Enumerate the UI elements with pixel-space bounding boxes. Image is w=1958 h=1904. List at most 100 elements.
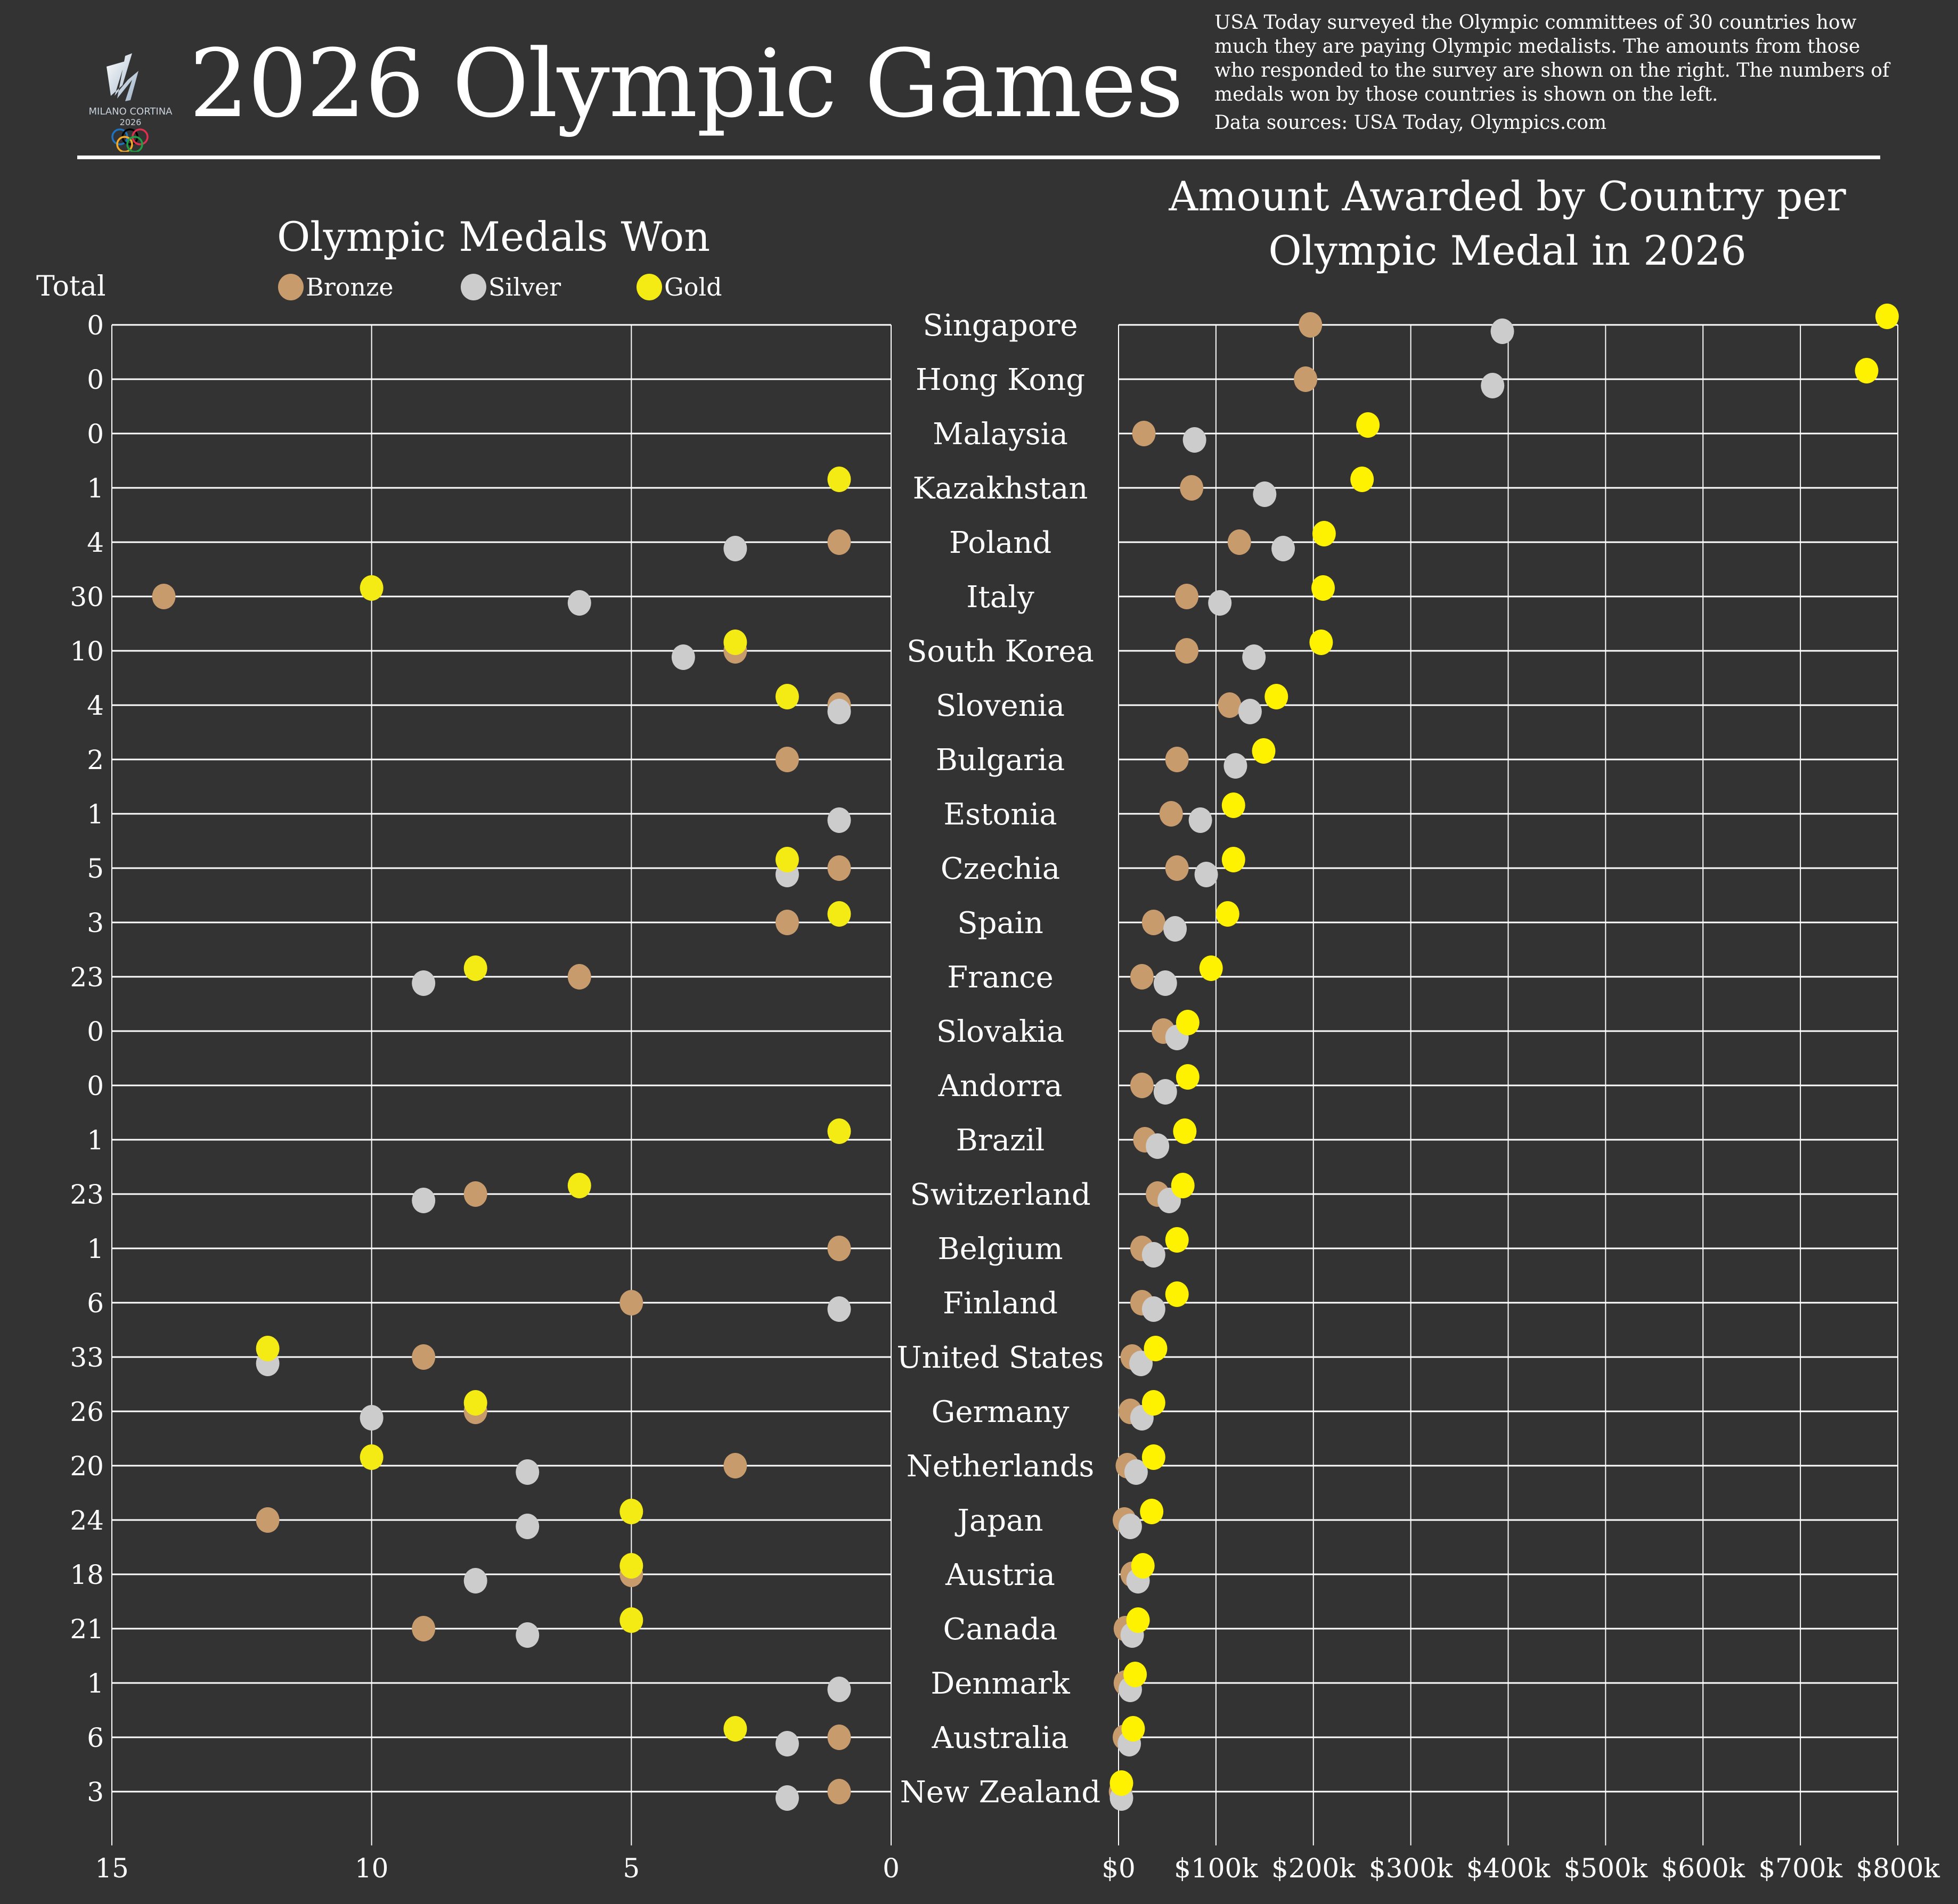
gold-award-dot [1264,684,1288,709]
svg-text:2026: 2026 [120,117,142,127]
gold-award-dot [1199,955,1223,981]
award-amount-chart: Singapore Hong Kong Malaysia Kazakhstan Pola… [896,304,1940,1884]
chart-description: USA Today surveyed the Olympic committee… [1214,11,1902,135]
total-medals-value: 23 [70,1179,104,1210]
bronze-award-dot [1130,1073,1154,1098]
total-medals-value: 4 [87,527,104,558]
gold-award-dot [1165,1281,1189,1307]
bronze-award-dot [1299,312,1323,338]
silver-award-dot [1253,481,1277,507]
silver-medal-dot [463,1568,487,1594]
gold-award-dot [1171,1173,1195,1198]
silver-award-dot [1118,1514,1142,1539]
bronze-award-dot [1165,855,1189,881]
bronze-medal-dot [827,529,851,555]
country-label: Germany [932,1395,1070,1429]
silver-medal-dot [516,1459,540,1485]
total-medals-value: 33 [70,1342,104,1373]
silver-medal-dot [567,590,591,616]
gold-medal-dot [360,1444,384,1470]
gold-award-dot [1350,467,1374,492]
gold-medal-dot [567,1173,591,1198]
silver-medal-dot [516,1622,540,1648]
gold-award-dot [1173,1118,1197,1144]
x-tick-label: $500k [1564,1853,1648,1884]
x-tick-label: $300k [1369,1853,1453,1884]
total-medals-value: 0 [87,310,104,341]
silver-medal-dot [723,536,747,561]
legend-label: Bronze [306,273,394,301]
country-label: Czechia [941,852,1060,886]
bronze-dot-icon [278,274,304,300]
silver-award-dot [1238,699,1262,724]
gold-medal-dot [463,1390,487,1416]
gold-award-dot [1875,304,1899,329]
country-label: Singapore [923,308,1078,343]
gold-award-dot [1312,521,1336,546]
legend-silver: Silver [461,273,561,301]
gold-medal-dot [827,901,851,927]
silver-medal-dot [775,1785,799,1811]
country-label: Austria [945,1558,1055,1592]
bronze-award-dot [1141,910,1165,935]
silver-medal-dot [827,807,851,833]
country-label: Denmark [931,1666,1070,1701]
total-medals-value: 0 [87,419,104,450]
legend-label: Gold [664,273,722,301]
country-label: United States [896,1341,1104,1375]
bronze-award-dot [1159,801,1183,827]
header-divider [77,156,1880,159]
silver-dot-icon [461,274,486,300]
gold-award-dot [1311,575,1335,601]
gold-award-dot [1176,1064,1200,1090]
total-medals-value: 5 [87,853,104,884]
total-medals-value: 0 [87,364,104,395]
right-chart-title: Amount Awarded by Country per Olympic Me… [1169,173,1846,274]
gold-award-dot [1109,1770,1133,1796]
country-label: Estonia [943,797,1057,832]
gold-medal-dot [723,630,747,655]
bronze-medal-dot [827,1725,851,1750]
country-label: Netherlands [907,1449,1095,1484]
x-tick-label: 10 [355,1853,389,1884]
x-tick-label: 15 [95,1853,129,1884]
total-medals-value: 21 [70,1614,104,1645]
total-medals-value: 3 [87,1777,104,1808]
gold-medal-dot [619,1553,643,1579]
silver-award-dot [1141,1296,1165,1322]
country-label: Bulgaria [936,743,1065,778]
page-title: 2026 Olympic Games [189,29,1184,138]
total-medals-value: 1 [87,799,104,830]
total-medals-value: 0 [87,1016,104,1047]
total-medals-value: 6 [87,1288,104,1319]
gold-medal-dot [360,575,384,601]
total-medals-value: 23 [70,962,104,993]
country-label: Italy [966,580,1034,615]
gold-award-dot [1309,630,1333,655]
legend-gold: Gold [637,273,722,301]
gold-award-dot [1221,792,1245,818]
silver-medal-dot [827,1677,851,1702]
bronze-award-dot [1175,638,1199,664]
gold-award-dot [1121,1716,1145,1742]
total-medals-value: 3 [87,908,104,938]
total-medals-value: 6 [87,1722,104,1753]
gold-award-dot [1855,358,1879,383]
legend-label: Silver [488,273,561,301]
bronze-medal-dot [827,855,851,881]
country-label: Slovenia [936,689,1065,723]
gold-award-dot [1141,1444,1165,1470]
x-tick-label: $0 [1102,1853,1136,1884]
gold-award-dot [1141,1390,1165,1416]
svg-text:MILANO CORTINA: MILANO CORTINA [89,106,173,117]
bronze-medal-dot [463,1181,487,1207]
country-label: Kazakhstan [913,471,1088,506]
silver-award-dot [1141,1242,1165,1268]
bronze-award-dot [1180,475,1204,501]
total-medals-value: 24 [70,1505,104,1536]
country-label: Poland [949,526,1051,560]
gold-award-dot [1126,1607,1150,1633]
x-tick-label: $700k [1758,1853,1842,1884]
gold-award-dot [1356,412,1380,438]
